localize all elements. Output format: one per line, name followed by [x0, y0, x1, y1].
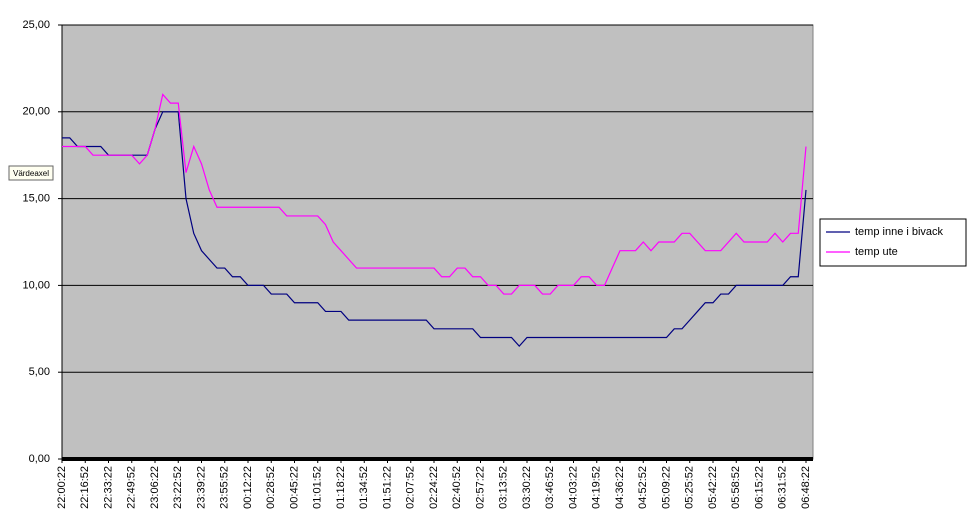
- legend-frame: [819, 218, 967, 267]
- x-tick-label: 23:55:52: [219, 466, 231, 509]
- legend-label: temp inne i bivack: [855, 226, 944, 238]
- x-tick-label: 02:57:22: [474, 466, 486, 509]
- plot-area: [61, 24, 814, 460]
- x-tick-label: 23:06:22: [149, 466, 161, 509]
- series-line: [62, 93, 807, 295]
- x-tick-label: 03:30:22: [521, 466, 533, 509]
- x-tick-label: 01:51:22: [381, 466, 393, 509]
- y-axis-title-frame: [8, 165, 54, 181]
- x-tick-label: 06:15:22: [753, 466, 765, 509]
- x-tick-label: 02:07:52: [405, 466, 417, 509]
- y-axis-title-box: Värdeaxel: [8, 165, 54, 181]
- x-tick-label: 06:48:22: [800, 466, 812, 509]
- y-tick-label: 20,00: [22, 106, 50, 118]
- y-tick-label: 10,00: [22, 279, 50, 291]
- x-tick-label: 22:00:22: [56, 466, 68, 509]
- x-tick-label: 00:45:22: [288, 466, 300, 509]
- x-tick-label: 02:24:22: [428, 466, 440, 509]
- x-tick-label: 04:19:52: [591, 466, 603, 509]
- x-tick-label: 22:33:22: [102, 466, 114, 509]
- x-tick-label: 23:39:22: [195, 466, 207, 509]
- x-tick-label: 00:28:52: [265, 466, 277, 509]
- y-tick-label: 15,00: [22, 193, 50, 205]
- x-tick-label: 04:36:22: [614, 466, 626, 509]
- y-tick-label: 5,00: [29, 366, 50, 378]
- x-tick-label: 01:01:52: [312, 466, 324, 509]
- x-tick-label: 05:09:22: [660, 466, 672, 509]
- x-tick-label: 03:13:52: [498, 466, 510, 509]
- x-tick-label: 06:31:52: [777, 466, 789, 509]
- x-tick-label: 05:58:52: [730, 466, 742, 509]
- x-tick-label: 04:03:22: [567, 466, 579, 509]
- legend: temp inne i bivack temp ute: [819, 218, 967, 267]
- series-line: [62, 111, 807, 348]
- x-tick-label: 05:25:52: [684, 466, 696, 509]
- x-tick-label: 22:49:52: [126, 466, 138, 509]
- y-tick-label: 25,00: [22, 19, 50, 31]
- x-tick-label: 01:18:22: [335, 466, 347, 509]
- y-tick-label: 0,00: [29, 453, 50, 465]
- x-tick-label: 02:40:52: [451, 466, 463, 509]
- y-axis-title: Värdeaxel: [13, 169, 49, 178]
- x-tick-label: 22:16:52: [79, 466, 91, 509]
- x-tick-label: 04:52:52: [637, 466, 649, 509]
- legend-label: temp ute: [855, 246, 898, 258]
- x-tick-label: 03:46:52: [544, 466, 556, 509]
- x-tick-label: 05:42:22: [707, 466, 719, 509]
- x-tick-label: 23:22:52: [172, 466, 184, 509]
- x-tick-label: 01:34:52: [358, 466, 370, 509]
- x-tick-label: 00:12:22: [242, 466, 254, 509]
